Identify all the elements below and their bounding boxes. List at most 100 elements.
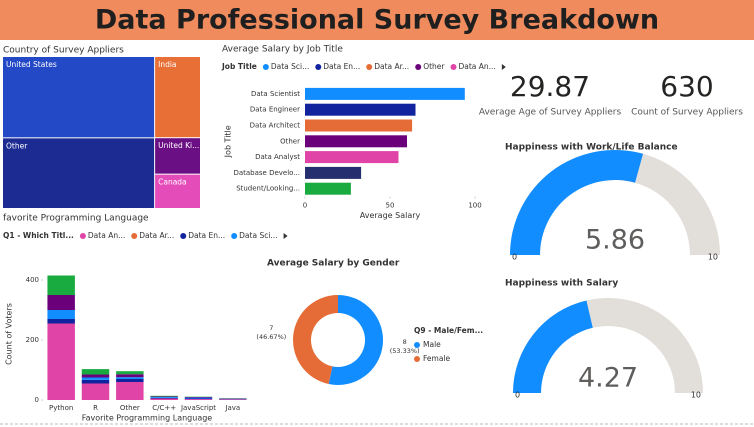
bar-segment[interactable] [184,398,213,400]
bar[interactable] [305,135,407,148]
legend-label[interactable]: Data Ar... [374,62,409,71]
legend-label[interactable]: Data An... [88,231,125,240]
y-tick-label: Data Analyst [255,153,300,161]
tile-label: United Ki... [158,141,199,150]
chart-title: Happiness with Work/Life Balance [505,143,678,153]
legend-label[interactable]: Data Sci... [271,62,309,71]
bar-segment[interactable] [116,382,144,400]
treemap-tile[interactable] [155,174,200,208]
legend-marker[interactable] [366,64,373,70]
bar-segment[interactable] [81,377,110,380]
chart-title: Country of Survey Appliers [3,46,124,56]
page-title: Data Professional Survey Breakdown [95,5,659,36]
bar-segment[interactable] [47,319,75,324]
gauge-value: 4.27 [578,363,638,394]
gauge-tick-label: 0 [512,253,517,262]
treemap-tile[interactable] [3,57,155,138]
legend-more[interactable] [283,233,288,239]
bar-segment[interactable] [116,377,144,379]
bar-segment[interactable] [47,275,75,296]
bar[interactable] [305,151,399,164]
x-tick-label: 100 [468,202,481,210]
x-tick-label: Other [120,404,140,412]
bar-segment[interactable] [81,379,110,384]
x-tick-label: 0 [303,202,307,210]
bar-segment[interactable] [47,323,75,401]
legend-marker[interactable] [415,64,422,70]
y-tick-label: Database Develo... [233,169,300,177]
x-tick-label: Python [49,404,73,412]
x-axis-title: Favorite Programming Language [82,414,213,423]
bar[interactable] [305,182,351,195]
legend-label[interactable]: Data Ar... [139,231,174,240]
legend-marker[interactable] [131,233,138,239]
chart-title: Average Salary by Gender [267,259,400,269]
bar-segment[interactable] [150,397,178,398]
legend-marker[interactable] [180,233,187,239]
legend-label[interactable]: Other [423,62,445,71]
legend-label[interactable]: Data En... [323,62,360,71]
legend-label[interactable]: Data En... [188,231,225,240]
bar-segment[interactable] [184,399,213,400]
bar[interactable] [305,103,416,116]
y-axis-title: Count of Voters [5,303,14,365]
bar-segment[interactable] [184,397,213,399]
bar[interactable] [305,87,465,100]
gauge-tick-label: 0 [515,391,520,400]
bar-segment[interactable] [184,397,213,398]
bar-segment[interactable] [81,383,110,401]
bar-segment[interactable] [116,374,144,378]
legend-label[interactable]: Male [423,340,441,349]
y-tick-label: 0 [35,396,39,404]
bar-segment[interactable] [150,396,178,397]
donut-slice[interactable] [293,295,338,385]
bar[interactable] [305,166,362,179]
gauge-tick-label: 10 [708,253,718,262]
bar-segment[interactable] [150,398,178,401]
data-label: (46.67%) [256,333,286,341]
donut-slice[interactable] [328,295,384,385]
x-tick-label: Java [224,404,240,412]
legend-marker[interactable] [231,233,238,239]
legend-marker[interactable] [315,64,322,70]
y-tick-label: 200 [26,336,39,344]
y-tick-label: 400 [26,276,39,284]
x-tick-label: 50 [386,202,395,210]
y-tick-label: Data Engineer [250,106,300,114]
legend-marker[interactable] [414,342,420,348]
bar-segment[interactable] [116,379,144,382]
treemap-tile[interactable] [155,57,200,138]
legend-label[interactable]: Data An... [459,62,496,71]
legend-marker[interactable] [414,356,420,362]
title-bar [0,0,754,40]
y-axis-title: Job Title [224,125,233,158]
tile-label: Other [6,141,28,150]
legend-label[interactable]: Data Sci... [239,231,277,240]
y-tick-label: Student/Looking... [236,185,300,193]
legend-label[interactable]: Female [423,354,451,363]
legend-more[interactable] [501,64,506,70]
x-axis-title: Average Salary [360,211,421,220]
legend-title: Job Title [221,62,257,71]
gauge-fill [513,300,593,393]
bar-segment[interactable] [219,399,247,400]
bar[interactable] [305,119,413,132]
legend-marker[interactable] [450,64,457,70]
legend-marker[interactable] [262,64,269,70]
x-tick-label: C/C++ [152,404,176,412]
treemap-tile[interactable] [155,138,200,174]
bar-segment[interactable] [47,310,75,319]
card-value: 630 [660,70,713,103]
bar-segment[interactable] [150,397,178,399]
bar-segment[interactable] [47,295,75,310]
tile-label: Canada [158,178,187,187]
bar-segment[interactable] [116,371,144,375]
bar-segment[interactable] [81,374,110,378]
bar-segment[interactable] [81,369,110,375]
bar-segment[interactable] [150,395,178,397]
treemap-tile[interactable] [3,138,155,208]
data-label: 8 [403,338,407,346]
chart-title: Happiness with Salary [505,279,618,289]
y-tick-label: Data Architect [250,122,301,130]
legend-marker[interactable] [79,233,86,239]
